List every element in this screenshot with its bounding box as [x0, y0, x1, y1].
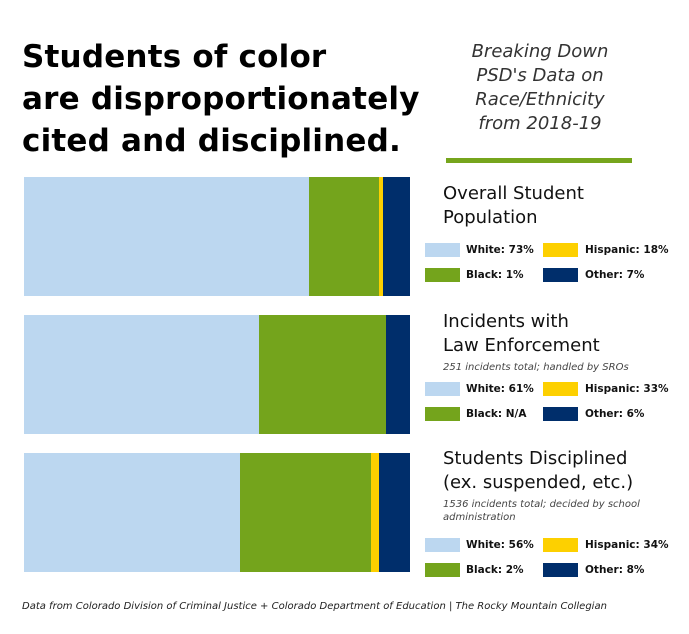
bar-segment-other: [379, 453, 410, 572]
bar-segment-other: [383, 177, 410, 296]
bar-segment-black: [240, 453, 371, 572]
legend-label-black: Black: 2%: [466, 564, 524, 576]
panel-title-line-1: Overall Student: [443, 183, 584, 204]
headline-line-3: cited and disciplined.: [22, 123, 401, 159]
legend-label-hispanic: Hispanic: 18%: [585, 244, 669, 256]
headline: Students of color are disproportionately…: [22, 36, 442, 162]
legend-swatch-hispanic: [543, 382, 578, 396]
subtitle-underline: [446, 158, 632, 163]
legend-label-white: White: 61%: [466, 383, 534, 395]
headline-line-2: are disproportionately: [22, 81, 420, 117]
panel-note: 1536 incidents total; decided by school …: [443, 499, 640, 523]
bar-students-disciplined: [24, 453, 410, 572]
panel-overall-population: Overall Student Population: [443, 182, 678, 230]
bar-segment-other: [386, 315, 410, 434]
legend-swatch-black: [425, 268, 460, 282]
legend-label-hispanic: Hispanic: 34%: [585, 539, 669, 551]
subtitle: Breaking Down PSD's Data on Race/Ethnici…: [440, 40, 640, 136]
panel-title: Overall Student Population: [443, 182, 678, 230]
legend-swatch-black: [425, 563, 460, 577]
bar-segment-white: [24, 177, 309, 296]
legend-swatch-other: [543, 563, 578, 577]
bar-segment-white: [24, 315, 259, 434]
legend-label-black: Black: N/A: [466, 408, 527, 420]
legend-overall-population: White: 73% Hispanic: 18% Black: 1% Other: 7…: [425, 243, 669, 283]
legend-law-enforcement: White: 61% Hispanic: 33% Black: N/A Other: …: [425, 382, 669, 422]
legend-label-white: White: 56%: [466, 539, 534, 551]
legend-swatch-hispanic: [543, 243, 578, 257]
legend-label-white: White: 73%: [466, 244, 534, 256]
bar-law-enforcement: [24, 315, 410, 434]
bar-segment-white: [24, 453, 240, 572]
subtitle-line-1: Breaking Down: [471, 41, 609, 62]
panel-title: Incidents with Law Enforcement: [443, 310, 678, 358]
bar-segment-black: [259, 315, 386, 434]
bar-segment-black: [309, 177, 379, 296]
subtitle-line-2: PSD's Data on: [476, 65, 604, 86]
legend-swatch-white: [425, 382, 460, 396]
bar-segment-hispanic: [379, 177, 383, 296]
legend-swatch-other: [543, 407, 578, 421]
legend-swatch-white: [425, 538, 460, 552]
panel-title: Students Disciplined (ex. suspended, etc…: [443, 447, 678, 495]
legend-label-other: Other: 7%: [585, 269, 645, 281]
panel-students-disciplined: Students Disciplined (ex. suspended, etc…: [443, 447, 678, 524]
bar-overall-population: [24, 177, 410, 296]
legend-swatch-white: [425, 243, 460, 257]
panel-note: 251 incidents total; handled by SROs: [443, 362, 629, 373]
source-credit: Data from Colorado Division of Criminal …: [22, 601, 607, 612]
panel-title-line-2: (ex. suspended, etc.): [443, 472, 634, 493]
legend-label-other: Other: 6%: [585, 408, 645, 420]
panel-title-line-1: Incidents with: [443, 311, 569, 332]
bar-segment-hispanic: [371, 453, 379, 572]
legend-label-other: Other: 8%: [585, 564, 645, 576]
panel-title-line-2: Law Enforcement: [443, 335, 600, 356]
legend-students-disciplined: White: 56% Hispanic: 34% Black: 2% Other: 8…: [425, 538, 669, 578]
panel-title-line-1: Students Disciplined: [443, 448, 628, 469]
legend-swatch-other: [543, 268, 578, 282]
legend-label-black: Black: 1%: [466, 269, 524, 281]
subtitle-line-4: from 2018-19: [478, 113, 602, 134]
legend-swatch-hispanic: [543, 538, 578, 552]
headline-line-1: Students of color: [22, 39, 327, 75]
panel-law-enforcement: Incidents with Law Enforcement 251 incid…: [443, 310, 678, 374]
legend-label-hispanic: Hispanic: 33%: [585, 383, 669, 395]
legend-swatch-black: [425, 407, 460, 421]
panel-title-line-2: Population: [443, 207, 538, 228]
subtitle-line-3: Race/Ethnicity: [475, 89, 605, 110]
